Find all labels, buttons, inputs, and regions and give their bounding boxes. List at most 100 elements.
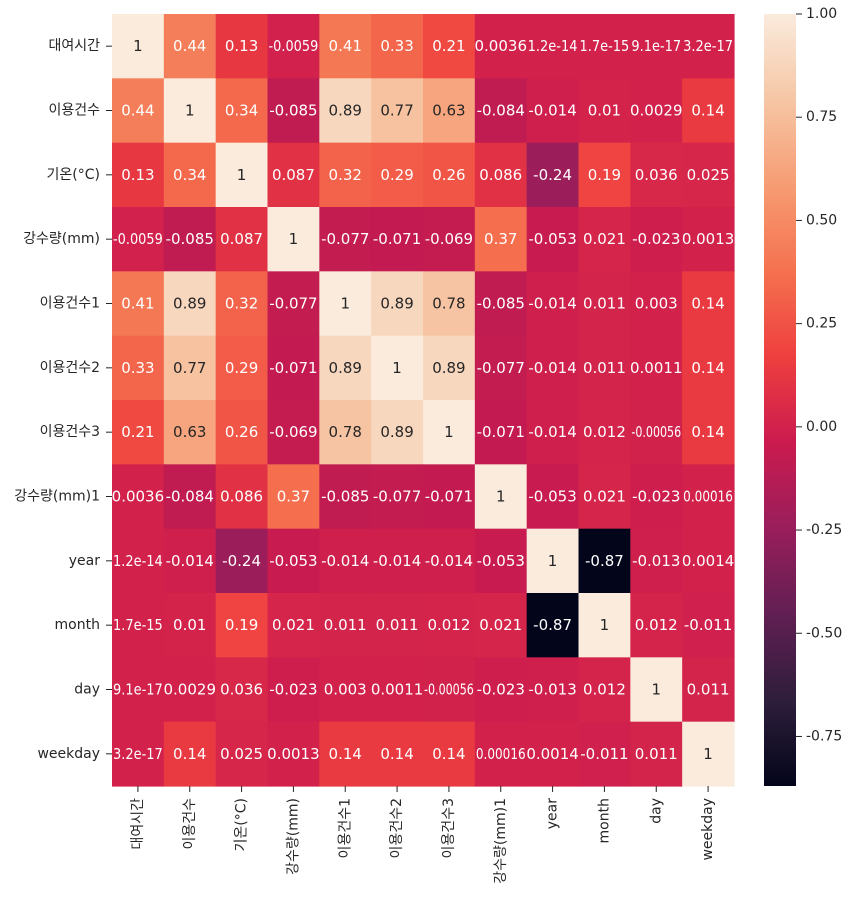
cell-value-label: 9.1e-17: [113, 681, 163, 699]
cell-value-label: -0.071: [373, 230, 421, 248]
heatmap-cell: [163, 400, 217, 465]
cell-value-label: 0.012: [427, 616, 470, 634]
y-tick-label: 이용건수2: [40, 360, 100, 376]
cell-value-label: 0.63: [432, 102, 465, 120]
cell-value-label: -0.014: [166, 552, 214, 570]
cell-value-label: -0.014: [528, 102, 576, 120]
cell-value-label: -0.011: [580, 745, 628, 763]
cell-value-label: -0.084: [166, 488, 214, 506]
heatmap-cell: [630, 593, 683, 658]
cell-value-label: 1: [185, 102, 195, 120]
cell-value-label: 0.025: [687, 166, 730, 184]
cell-value-label: 0.14: [432, 745, 465, 763]
cell-value-label: 0.14: [691, 359, 724, 377]
heatmap-cell: [423, 528, 476, 594]
heatmap-cell: [371, 400, 424, 465]
heatmap-cell: [526, 400, 580, 465]
heatmap-cell: [319, 142, 372, 208]
cell-value-label: -0.023: [632, 488, 680, 506]
colorbar-tick-label: -0.75: [806, 728, 842, 744]
cell-value-label: 0.41: [329, 37, 362, 55]
cell-value-label: 9.1e-17: [631, 37, 681, 55]
colorbar-tick-label: 0.00: [806, 419, 837, 435]
heatmap-cell: [682, 464, 735, 530]
colorbar-tick-label: -0.50: [806, 625, 842, 641]
heatmap-cell: [267, 78, 320, 144]
cell-value-label: -0.077: [477, 359, 525, 377]
cell-value-label: 0.01: [588, 102, 621, 120]
heatmap-cell: [526, 593, 580, 658]
cell-value-label: -0.023: [477, 681, 525, 699]
cell-value-label: -0.014: [528, 359, 576, 377]
cell-value-label: 1.7e-15: [113, 616, 163, 634]
cell-value-label: 0.26: [225, 423, 258, 441]
heatmap-cell: [267, 142, 320, 208]
cell-value-label: 0.29: [380, 166, 413, 184]
cell-value-label: 0.89: [173, 295, 206, 313]
heatmap-cell: [319, 721, 372, 787]
x-tick-label: weekday: [700, 798, 716, 861]
heatmap-cell: [423, 721, 476, 787]
x-tick-label: 이용건수1: [337, 798, 353, 858]
y-tick-label: weekday: [37, 746, 100, 762]
cell-value-label: 1: [237, 166, 247, 184]
heatmap-cell: [526, 335, 580, 401]
heatmap-cell: [423, 78, 476, 144]
x-tick-label: 이용건수3: [441, 798, 457, 858]
cell-value-label: 0.34: [225, 102, 258, 120]
heatmap-cell: [215, 400, 269, 465]
heatmap-cell: [630, 400, 683, 465]
cell-value-label: 1: [548, 552, 558, 570]
heatmap-cell: [267, 528, 320, 594]
cell-value-label: 0.14: [691, 423, 724, 441]
heatmap-cell: [319, 78, 372, 144]
heatmap-cell: [215, 464, 269, 530]
colorbar-tick-label: 0.75: [806, 109, 837, 125]
heatmap-cell: [112, 528, 165, 594]
heatmap-cell: [682, 721, 735, 787]
heatmap-cell: [682, 207, 735, 272]
cell-value-label: 1.7e-15: [580, 37, 630, 55]
heatmap-cell: [112, 464, 165, 530]
cell-value-label: 0.011: [324, 616, 367, 634]
heatmap-cell: [630, 142, 683, 208]
heatmap-cell: [215, 657, 269, 723]
cell-value-label: -0.24: [222, 552, 261, 570]
heatmap-cell: [112, 593, 165, 658]
heatmap-cell: [423, 207, 476, 272]
cell-value-label: 3.2e-17: [113, 745, 163, 763]
cell-value-label: -0.0059: [269, 37, 319, 55]
cell-value-label: 0.0029: [630, 102, 683, 120]
cell-value-label: -0.085: [166, 230, 214, 248]
heatmap-cell: [474, 142, 528, 208]
heatmap-cell-labels: 1 0.44 0.13 -0.0059 0.41 0.33 0.21 0.0036 1.2e-1…: [112, 37, 735, 763]
heatmap-cell: [112, 207, 165, 272]
x-tick-label: 기온(°C): [234, 798, 250, 851]
heatmap-cell: [371, 78, 424, 144]
heatmap-cell: [578, 78, 631, 144]
x-tick-label: 이용건수2: [389, 798, 405, 858]
heatmap-cell: [630, 14, 683, 79]
heatmap-cell: [423, 593, 476, 658]
heatmap-cell: [578, 335, 631, 401]
cell-value-label: 0.012: [635, 616, 678, 634]
heatmap-cell: [215, 721, 269, 787]
cell-value-label: 0.32: [329, 166, 362, 184]
cell-value-label: 1.2e-14: [528, 37, 578, 55]
heatmap-cell: [630, 528, 683, 594]
cell-value-label: -0.014: [321, 552, 369, 570]
cell-value-label: 0.14: [691, 295, 724, 313]
heatmap-cell: [319, 14, 372, 79]
cell-value-label: 0.021: [479, 616, 522, 634]
heatmap-cell: [163, 464, 217, 530]
cell-value-label: 0.34: [173, 166, 206, 184]
heatmap-cell: [267, 721, 320, 787]
cell-value-label: 0.0011: [630, 359, 683, 377]
heatmap-cell: [267, 207, 320, 272]
cell-value-label: 0.0029: [164, 681, 217, 699]
cell-value-label: 0.14: [173, 745, 206, 763]
cell-value-label: -0.071: [269, 359, 317, 377]
heatmap-cell: [163, 271, 217, 337]
cell-value-label: 0.89: [380, 423, 413, 441]
cell-value-label: -0.014: [528, 423, 576, 441]
